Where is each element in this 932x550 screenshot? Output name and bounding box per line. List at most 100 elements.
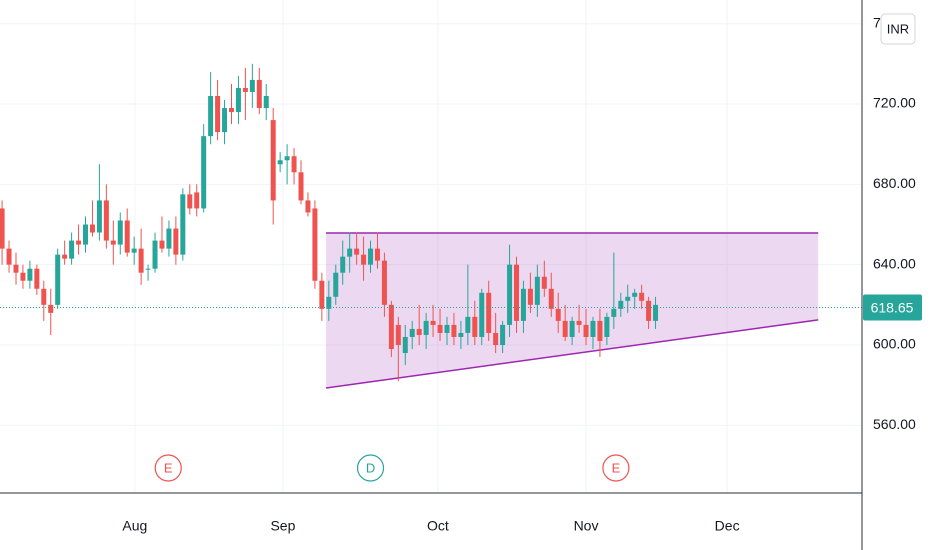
candle-body (569, 320, 575, 337)
candle-body (340, 256, 346, 273)
candle-body (110, 240, 116, 245)
candle-body (597, 320, 603, 341)
candle-body (416, 328, 422, 335)
candle-body (653, 304, 659, 321)
candle-body (83, 224, 89, 245)
candle-body (444, 324, 450, 333)
candle-body (430, 320, 436, 325)
candle-body (305, 200, 311, 213)
plot (0, 0, 862, 493)
event-marker (154, 454, 182, 482)
candle-body (62, 254, 68, 259)
candle-body (604, 316, 610, 337)
candle-body (117, 220, 123, 245)
candle-body (395, 324, 401, 345)
candle-body (423, 320, 429, 335)
y-tick-label: 640.00 (873, 255, 916, 271)
candle-body (361, 254, 367, 265)
event-label: E (612, 460, 621, 475)
candle-body (208, 95, 214, 137)
candle-body (291, 156, 297, 173)
candle-body (284, 156, 290, 161)
candle-body (215, 95, 221, 133)
currency-box (880, 13, 916, 45)
candle-body (298, 172, 304, 201)
triangle-lower (325, 319, 819, 389)
candle-body (632, 292, 638, 297)
candle-body (145, 268, 151, 270)
event-label: E (164, 460, 173, 475)
y-tick-label: 720.00 (873, 95, 916, 111)
candle-body (194, 192, 200, 209)
candle-body (0, 208, 5, 249)
candle-body (166, 228, 172, 249)
x-tick-label: Dec (715, 518, 740, 534)
candle-body (583, 324, 589, 337)
candle-body (611, 308, 617, 317)
candle-body (263, 95, 269, 109)
candle-body (235, 87, 241, 113)
candle-body (500, 324, 506, 345)
candle-body (472, 316, 478, 337)
candle-body (646, 300, 652, 321)
candle-body (55, 254, 61, 305)
candle-body (458, 332, 464, 337)
y-tick-label: 560.00 (873, 416, 916, 432)
event-marker (356, 454, 385, 482)
candle-body (618, 300, 624, 309)
candle-body (534, 276, 540, 305)
candle-body (347, 248, 353, 257)
candle-body (388, 304, 394, 350)
candle-body (48, 304, 54, 313)
candle-body (527, 288, 533, 305)
candle-body (514, 264, 520, 321)
candle-body (381, 260, 387, 305)
x-tick-label: Aug (122, 518, 147, 534)
candle-body (374, 248, 380, 261)
candle-body (562, 320, 568, 337)
candle-body (555, 308, 561, 321)
candle-body (103, 200, 109, 241)
candle-body (333, 272, 339, 297)
candle-body (465, 316, 471, 333)
x-tick-label: Oct (427, 518, 449, 534)
candle-body (34, 268, 40, 289)
price-label: 618.65 (871, 299, 914, 315)
candle-body (13, 264, 19, 273)
event-label: D (366, 460, 375, 475)
price-label-box (863, 294, 922, 321)
candle-body (541, 276, 547, 289)
candle-body (242, 87, 248, 92)
candle-body (96, 200, 102, 233)
candle-body (27, 268, 33, 281)
candle-body (201, 136, 207, 209)
candle-body (437, 324, 443, 333)
candle-body (479, 292, 485, 337)
candle-body (152, 240, 158, 269)
candle-body (249, 79, 255, 92)
candle-body (76, 240, 82, 245)
candle-body (180, 194, 186, 255)
candle-body (639, 292, 645, 301)
candle-body (590, 320, 596, 337)
candle-body (89, 224, 95, 233)
candle-body (451, 324, 457, 337)
candle-body (507, 264, 513, 325)
candle-body (486, 292, 492, 333)
candle-body (548, 288, 554, 309)
event-marker (602, 454, 630, 482)
candle-body (354, 248, 360, 255)
candle-body (520, 288, 526, 321)
candle-body (173, 228, 179, 255)
candle-body (187, 194, 193, 209)
candle-body (124, 220, 130, 253)
candle-body (319, 280, 325, 309)
y-tick-label: 680.00 (873, 175, 916, 191)
candle-body (326, 296, 332, 309)
x-tick-label: Sep (270, 518, 295, 534)
candle-body (312, 208, 318, 281)
candle-body (402, 336, 408, 354)
candle-body (270, 120, 276, 201)
